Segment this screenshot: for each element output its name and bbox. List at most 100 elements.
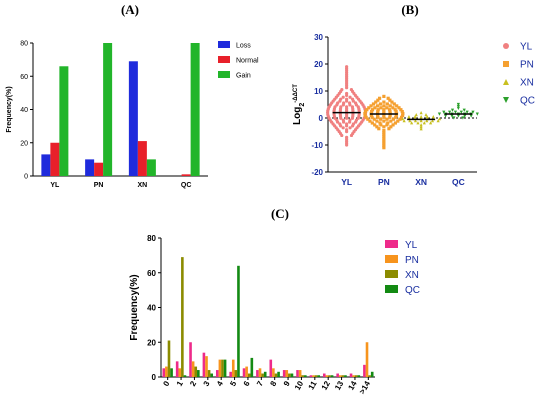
chart-b-point-yl — [345, 122, 349, 126]
chart-c-ytick-label: 20 — [147, 338, 156, 347]
chart-b-point-yl — [341, 95, 345, 99]
chart-b-point-xn — [416, 121, 420, 125]
chart-c-bar-pn-6 — [245, 366, 248, 377]
chart-c-bar-pn-12 — [325, 375, 329, 377]
chart-c-ytick-label: 80 — [147, 234, 156, 243]
chart-b-point-pn — [382, 113, 386, 117]
chart-b-point-yl — [342, 101, 346, 105]
chart-b-point-pn — [391, 106, 395, 110]
chart-b-point-pn — [397, 106, 401, 110]
chart-b-point-pn — [363, 110, 368, 114]
chart-a-category-label: YL — [50, 182, 60, 189]
chart-b-point-xn — [425, 115, 429, 119]
chart-b-point-yl — [341, 126, 345, 130]
chart-c-ytick-label: 60 — [147, 269, 156, 278]
chart-a-bar-gain-xn — [146, 159, 156, 176]
chart-c-bar-qc-7 — [263, 371, 267, 377]
chart-c-bar-pn-4 — [218, 359, 222, 377]
chart-b-point-pn — [401, 111, 405, 116]
chart-a-bar-gain-pn — [103, 43, 113, 176]
chart-c-bar-qc-12 — [330, 375, 334, 377]
chart-b-point-qc — [471, 110, 475, 114]
chart-b-point-pn — [400, 110, 404, 114]
chart-b-point-qc — [475, 112, 479, 116]
panel-label-a: (A) — [121, 2, 139, 17]
chart-b-point-qc — [456, 104, 460, 109]
chart-b-point-pn — [366, 117, 370, 121]
chart-a-category-label: PN — [94, 182, 104, 189]
chart-b-point-xn — [410, 121, 414, 125]
chart-b-point-pn — [382, 108, 386, 112]
chart-b-point-xn — [414, 113, 418, 117]
chart-b-point-pn — [388, 113, 392, 117]
chart-b-point-pn — [374, 100, 378, 104]
chart-b-point-pn — [376, 115, 380, 119]
chart-b-point-pn — [382, 129, 386, 133]
chart-c-legend-swatch-qc — [385, 285, 398, 293]
chart-b-point-pn — [388, 104, 392, 108]
chart-c-category-label: 1 — [175, 379, 185, 388]
chart-c-bar-pn-5 — [231, 359, 235, 377]
chart-c-bar-pn-9 — [285, 370, 289, 377]
chart-b-point-pn — [376, 113, 380, 117]
chart-b-point-pn — [377, 127, 381, 131]
chart-c-bar-pn-11 — [312, 375, 315, 377]
chart-c-ytick-label: 40 — [147, 304, 156, 313]
chart-b-point-qc — [463, 114, 467, 118]
chart-b-point-pn — [385, 123, 389, 127]
chart-a-bar-normal-yl — [50, 142, 60, 176]
chart-b-ytick-label: 20 — [314, 60, 323, 69]
chart-b-point-pn — [382, 130, 386, 135]
chart-b-point-qc — [459, 110, 463, 114]
chart-b-point-xn — [419, 127, 423, 131]
chart-b-point-pn — [382, 104, 386, 108]
chart-c-bar-qc-8 — [277, 371, 280, 377]
chart-a-category-label: XN — [138, 182, 148, 189]
chart-b-point-yl — [345, 91, 349, 96]
chart-c-bar-yl-13 — [336, 373, 339, 377]
chart-b-point-pn — [382, 134, 386, 138]
chart-b-point-pn — [385, 117, 389, 121]
chart-c-bar-qc-1 — [183, 375, 187, 377]
chart-b-point-pn — [382, 140, 386, 144]
chart-b-point-pn — [391, 123, 395, 127]
chart-b-point-xn — [431, 115, 435, 119]
chart-b-point-pn — [382, 115, 386, 119]
chart-a-bar-loss-yl — [41, 154, 51, 176]
chart-a-ylabel: Frequency(%) — [6, 86, 13, 132]
chart-b-legend-label-qc: QC — [520, 96, 535, 107]
chart-b-category-label: XN — [415, 177, 427, 187]
chart-c-ylabel: Frequency(%) — [129, 274, 140, 340]
chart-b-point-pn — [389, 119, 393, 123]
chart-b-point-yl — [349, 88, 354, 92]
chart-b-point-pn — [370, 121, 374, 125]
chart-a-bar-gain-yl — [59, 66, 69, 176]
chart-b-point-yl — [351, 122, 355, 126]
chart-c-category-label: 8 — [268, 379, 278, 388]
chart-c-bar-pn-3 — [205, 356, 208, 377]
chart-b-point-pn — [379, 123, 383, 127]
chart-c-bar-qc-2 — [197, 370, 200, 377]
chart-b-point-qc — [437, 112, 442, 116]
chart-b-point-pn — [376, 98, 380, 102]
chart-b-point-pn — [385, 102, 389, 106]
chart-b-point-xn — [413, 119, 418, 123]
chart-a-bar-loss-xn — [128, 61, 138, 176]
chart-b-point-pn — [400, 115, 404, 119]
chart-c-category-label: 0 — [161, 379, 171, 388]
chart-a-bar-normal-pn — [94, 162, 104, 176]
chart-b-point-qc — [448, 110, 452, 114]
chart-b-point-pn — [388, 110, 392, 114]
chart-c-bar-qc-15 — [370, 371, 374, 377]
chart-c-category-label: 9 — [282, 379, 292, 388]
chart-c-bar-yl-2 — [189, 342, 192, 377]
chart-b-point-xn — [413, 115, 417, 119]
chart-b-point-pn — [382, 136, 386, 140]
chart-b-point-pn — [370, 110, 374, 114]
chart-a-legend-swatch-normal — [218, 56, 230, 63]
panel-label-b: (B) — [401, 2, 418, 17]
chart-c-bar-pn-15 — [365, 342, 369, 377]
chart-c-category-label: 7 — [255, 379, 265, 388]
chart-b-point-pn — [394, 115, 398, 119]
chart-c-bar-qc-4 — [223, 359, 227, 377]
